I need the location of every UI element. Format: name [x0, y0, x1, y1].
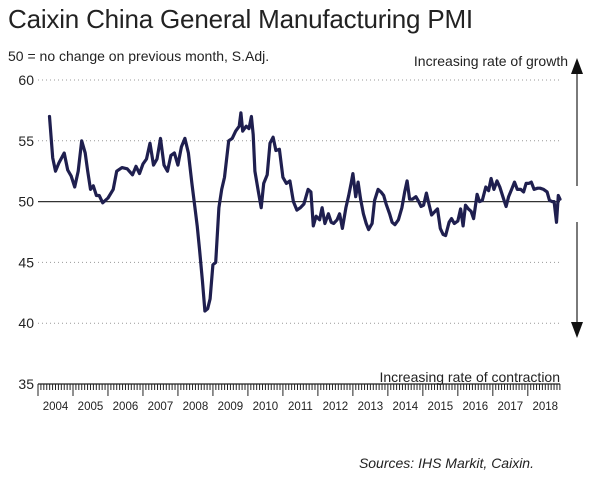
contraction-annotation: Increasing rate of contraction [379, 369, 560, 385]
x-tick-label: 2016 [463, 401, 489, 413]
x-axis-labels: 2004 2005 2006 2007 2008 2009 2010 2011 2012 2013… [43, 401, 558, 413]
pmi-line-chart: Increasing rate of growth Increasing rat… [18, 53, 583, 413]
x-tick-label: 2005 [78, 401, 104, 413]
chart-subtitle: 50 = no change on previous month, S.Adj. [8, 48, 270, 64]
x-tick-label: 2008 [183, 401, 209, 413]
x-tick-label: 2015 [428, 401, 454, 413]
x-tick-label: 2009 [218, 401, 244, 413]
x-tick-label: 2011 [288, 401, 313, 413]
pmi-series-line [47, 111, 562, 313]
x-tick-label: 2007 [148, 401, 174, 413]
y-tick-label: 50 [18, 194, 34, 210]
growth-annotation: Increasing rate of growth [414, 53, 568, 69]
source-note: Sources: IHS Markit, Caixin. [358, 455, 534, 471]
x-tick-label: 2018 [533, 401, 559, 413]
x-tick-label: 2013 [358, 401, 384, 413]
x-axis [37, 383, 561, 396]
y-tick-label: 60 [18, 72, 34, 88]
x-tick-label: 2006 [113, 401, 139, 413]
x-tick-label: 2014 [393, 401, 419, 413]
y-tick-label: 40 [18, 315, 34, 331]
x-tick-label: 2017 [498, 401, 524, 413]
y-axis-ticks: 35 40 45 50 55 60 [18, 72, 34, 392]
gridlines [38, 79, 560, 324]
x-tick-label: 2010 [253, 401, 279, 413]
x-tick-label: 2012 [323, 401, 349, 413]
y-tick-label: 45 [18, 254, 34, 270]
down-arrow [571, 222, 583, 338]
up-arrow [571, 58, 583, 186]
page-title: Caixin China General Manufacturing PMI [8, 4, 473, 34]
y-tick-label: 35 [18, 376, 34, 392]
y-tick-label: 55 [18, 133, 34, 149]
x-tick-label: 2004 [43, 401, 69, 413]
